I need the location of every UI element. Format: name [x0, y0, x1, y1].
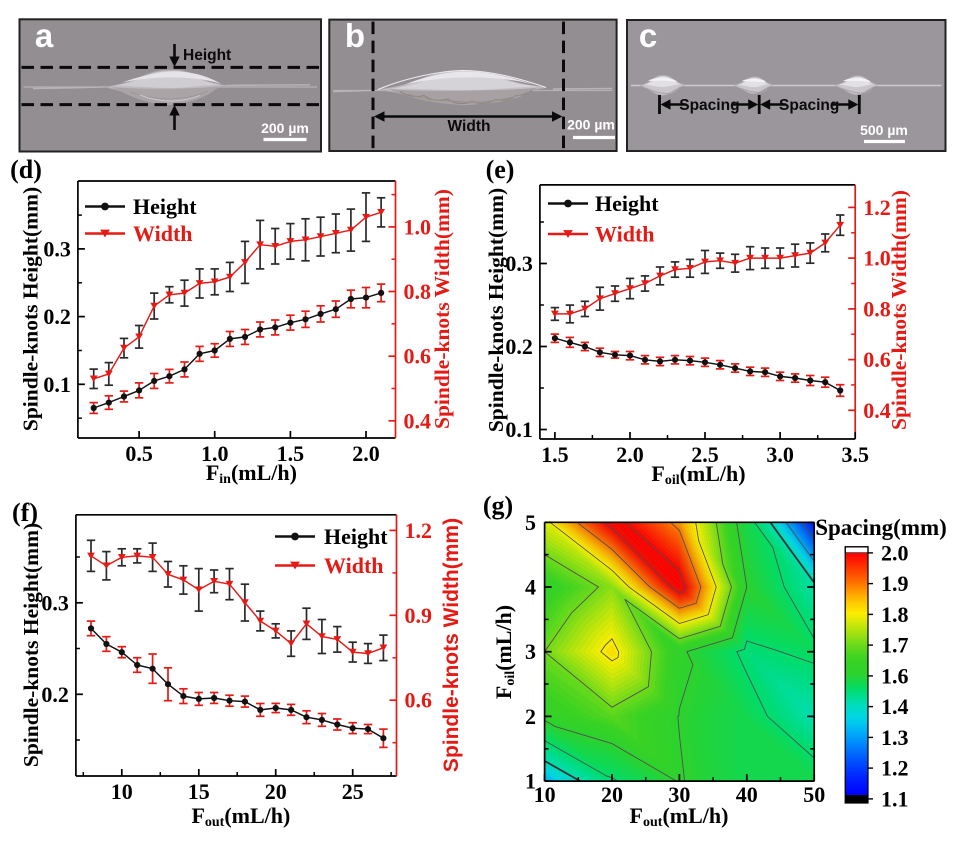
svg-text:1.2: 1.2 [405, 518, 433, 543]
svg-text:0.1: 0.1 [505, 417, 533, 442]
svg-text:0.3: 0.3 [41, 590, 69, 615]
svg-text:1.2: 1.2 [881, 756, 909, 781]
svg-text:(d): (d) [10, 155, 42, 184]
svg-text:20: 20 [601, 782, 623, 807]
svg-text:1.0: 1.0 [404, 214, 432, 239]
svg-text:5: 5 [525, 510, 536, 535]
svg-text:Fout(mL/h): Fout(mL/h) [630, 803, 729, 830]
svg-text:0.4: 0.4 [863, 398, 891, 423]
svg-text:0.3: 0.3 [505, 251, 533, 276]
svg-text:3.5: 3.5 [841, 442, 869, 467]
svg-text:Width: Width [133, 221, 193, 246]
svg-text:1.5: 1.5 [541, 442, 569, 467]
svg-text:Width: Width [448, 118, 491, 135]
svg-text:1.2: 1.2 [863, 195, 891, 220]
svg-text:1: 1 [525, 769, 536, 794]
svg-text:0.1: 0.1 [43, 372, 71, 397]
svg-text:Spindle-knots Height(mm): Spindle-knots Height(mm) [484, 188, 508, 432]
svg-text:1.5: 1.5 [277, 441, 305, 466]
svg-text:15: 15 [188, 779, 210, 804]
svg-text:500 µm: 500 µm [860, 122, 908, 138]
svg-text:(e): (e) [486, 155, 515, 184]
svg-text:3.0: 3.0 [766, 442, 794, 467]
svg-text:2.0: 2.0 [616, 442, 644, 467]
svg-text:Fin(mL/h): Fin(mL/h) [206, 460, 297, 487]
svg-text:1.6: 1.6 [881, 663, 909, 688]
svg-text:0.5: 0.5 [125, 441, 153, 466]
svg-text:1.0: 1.0 [201, 441, 229, 466]
svg-text:Height: Height [324, 524, 388, 549]
svg-text:0.6: 0.6 [404, 344, 432, 369]
svg-text:0.8: 0.8 [863, 296, 891, 321]
svg-text:Spacing: Spacing [679, 97, 739, 114]
svg-text:Spindle-knots Width(mm): Spindle-knots Width(mm) [430, 189, 454, 429]
svg-text:4: 4 [525, 575, 536, 600]
svg-text:Spindle-knots Height(mm): Spindle-knots Height(mm) [19, 523, 43, 767]
svg-text:c: c [639, 17, 657, 54]
svg-text:1.8: 1.8 [881, 602, 909, 627]
svg-text:Spindle-knots Width(mm): Spindle-knots Width(mm) [440, 518, 463, 772]
svg-text:Fout(mL/h): Fout(mL/h) [191, 803, 290, 830]
svg-text:b: b [345, 17, 365, 54]
svg-text:0.6: 0.6 [863, 347, 891, 372]
svg-text:20: 20 [265, 779, 287, 804]
svg-text:(g): (g) [483, 491, 513, 520]
svg-text:0.8: 0.8 [404, 279, 432, 304]
svg-text:Spindle-knots Width(mm): Spindle-knots Width(mm) [887, 190, 911, 430]
svg-text:2: 2 [525, 704, 536, 729]
svg-text:1.7: 1.7 [881, 633, 909, 658]
svg-text:Width: Width [595, 222, 655, 247]
svg-text:0.9: 0.9 [405, 603, 433, 628]
svg-text:10: 10 [534, 782, 556, 807]
svg-text:200 µm: 200 µm [567, 117, 615, 133]
svg-text:0.2: 0.2 [43, 304, 71, 329]
svg-text:10: 10 [111, 779, 133, 804]
svg-text:Height: Height [133, 194, 197, 219]
svg-text:2.0: 2.0 [352, 441, 380, 466]
svg-text:25: 25 [342, 779, 364, 804]
svg-text:Foil(mL/h): Foil(mL/h) [491, 605, 518, 699]
svg-text:1.3: 1.3 [881, 725, 909, 750]
svg-text:2.0: 2.0 [881, 540, 909, 565]
svg-text:Spacing: Spacing [779, 97, 839, 114]
svg-text:1.0: 1.0 [863, 246, 891, 271]
svg-text:2.5: 2.5 [691, 442, 719, 467]
svg-text:Height: Height [183, 47, 231, 64]
svg-text:0.2: 0.2 [41, 682, 69, 707]
svg-text:0.4: 0.4 [404, 408, 432, 433]
svg-text:Spindle-knots Height(mm): Spindle-knots Height(mm) [19, 187, 43, 431]
svg-text:0.6: 0.6 [405, 688, 433, 713]
svg-text:3: 3 [525, 639, 536, 664]
svg-text:a: a [35, 17, 54, 54]
svg-text:0.3: 0.3 [43, 236, 71, 261]
svg-text:30: 30 [668, 782, 690, 807]
svg-text:Height: Height [595, 191, 659, 216]
svg-text:Foil(mL/h): Foil(mL/h) [651, 461, 745, 488]
svg-text:200 µm: 200 µm [261, 120, 309, 136]
svg-text:50: 50 [803, 782, 825, 807]
svg-text:Width: Width [324, 553, 384, 578]
svg-text:40: 40 [736, 782, 758, 807]
svg-text:1.1: 1.1 [881, 786, 909, 811]
svg-text:0.2: 0.2 [505, 334, 533, 359]
svg-text:(f): (f) [12, 498, 38, 527]
svg-text:Spacing(mm): Spacing(mm) [815, 515, 947, 540]
svg-text:1.9: 1.9 [881, 571, 909, 596]
svg-text:1.4: 1.4 [881, 694, 909, 719]
